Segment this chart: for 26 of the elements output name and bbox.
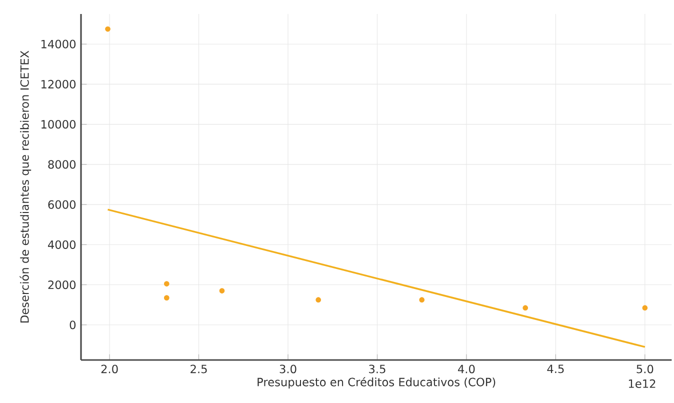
text: 1e12 <box>628 379 656 388</box>
point <box>316 297 322 302</box>
y-tick-label: 2000 <box>48 280 76 290</box>
x-axis-title: Presupuesto en Créditos Educativos (COP) <box>258 377 496 389</box>
y-tick-label: 0 <box>70 320 76 330</box>
x-tick-label: 3.5 <box>369 364 386 374</box>
x-tick-label: 4.5 <box>547 364 564 374</box>
point <box>105 26 110 32</box>
y-tick-label: 14000 <box>41 40 76 48</box>
y-tick-label: 4000 <box>48 240 76 249</box>
x-tick-label: 2.0 <box>101 364 118 374</box>
point <box>642 305 648 311</box>
point <box>164 281 170 286</box>
y-tick-label: 6000 <box>48 200 76 209</box>
y-tick-label: 8000 <box>48 160 76 169</box>
x-tick-label: 5.0 <box>636 364 654 374</box>
y-tick-label: 12000 <box>41 80 76 88</box>
point <box>219 288 225 294</box>
point <box>164 295 170 300</box>
x-tick-label: 2.5 <box>190 364 207 374</box>
y-axis-title: Deserción de estudiantes que recibieron ICETEX <box>20 50 32 322</box>
point <box>522 305 528 311</box>
point <box>419 297 425 302</box>
y-tick-label: 10000 <box>41 120 76 129</box>
x-tick-label: 3.0 <box>280 364 296 374</box>
x-tick-label: 4.0 <box>458 364 475 374</box>
